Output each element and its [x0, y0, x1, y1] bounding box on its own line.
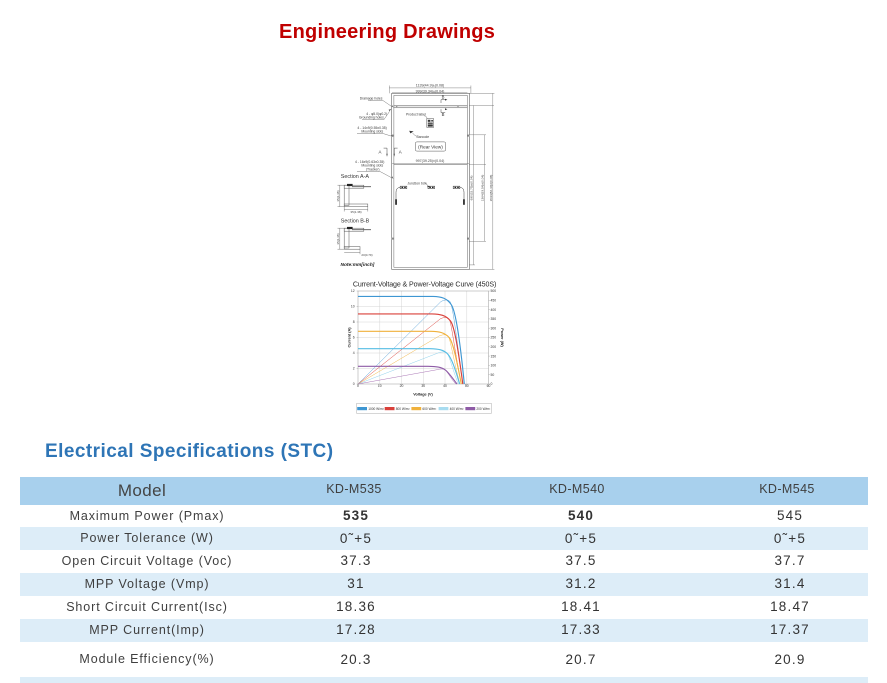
- svg-text:1000 W/m²: 1000 W/m²: [368, 407, 384, 411]
- svg-text:0: 0: [353, 382, 355, 386]
- svg-text:Note:mm[inch]: Note:mm[inch]: [341, 262, 375, 268]
- svg-text:A: A: [379, 149, 382, 154]
- svg-text:2: 2: [353, 367, 355, 371]
- svg-text:B: B: [442, 94, 445, 99]
- svg-text:6: 6: [353, 336, 355, 340]
- svg-text:35(1.38): 35(1.38): [350, 210, 361, 214]
- svg-text:150: 150: [491, 354, 497, 358]
- svg-text:200 W/m²: 200 W/m²: [476, 407, 490, 411]
- svg-text:400: 400: [491, 308, 497, 312]
- svg-text:100: 100: [491, 364, 497, 368]
- svg-text:A: A: [399, 149, 402, 154]
- svg-text:300: 300: [491, 326, 497, 330]
- svg-text:800 W/m²: 800 W/m²: [396, 407, 410, 411]
- svg-text:250: 250: [491, 336, 497, 340]
- svg-text:1364(53.54)±(0.04): 1364(53.54)±(0.04): [481, 175, 485, 201]
- svg-text:Mounting slots: Mounting slots: [361, 164, 383, 168]
- svg-text:Current-Voltage & Power-Voltag: Current-Voltage & Power-Voltage Curve (4…: [353, 281, 496, 289]
- svg-text:Mounting slots: Mounting slots: [361, 130, 383, 134]
- svg-text:2094(82.44)±(0.08): 2094(82.44)±(0.08): [489, 175, 493, 201]
- svg-text:Grounding holes: Grounding holes: [359, 116, 384, 120]
- svg-text:40: 40: [443, 384, 447, 388]
- svg-text:Current (A): Current (A): [348, 327, 352, 348]
- svg-text:500: 500: [491, 289, 497, 293]
- svg-text:Voltage (V): Voltage (V): [413, 393, 433, 397]
- svg-text:Barcode: Barcode: [417, 135, 430, 139]
- svg-text:450: 450: [491, 299, 497, 303]
- svg-text:400 W/m²: 400 W/m²: [450, 407, 464, 411]
- svg-text:600 W/m²: 600 W/m²: [422, 407, 436, 411]
- svg-text:Section A-A: Section A-A: [341, 174, 370, 180]
- svg-text:997(39.25)±(0.04): 997(39.25)±(0.04): [416, 159, 445, 163]
- svg-text:350: 350: [491, 317, 497, 321]
- svg-text:20(0.79): 20(0.79): [361, 253, 372, 257]
- svg-text:Junction box: Junction box: [407, 181, 426, 185]
- svg-text:Product label: Product label: [406, 112, 426, 116]
- svg-text:4 - 16x9(0.63x0.35): 4 - 16x9(0.63x0.35): [355, 160, 384, 164]
- svg-text:12: 12: [351, 289, 355, 293]
- svg-text:Drainage holes: Drainage holes: [360, 96, 383, 100]
- svg-text:Power (W): Power (W): [500, 328, 504, 347]
- svg-text:0: 0: [491, 382, 493, 386]
- svg-text:35(1.38): 35(1.38): [336, 190, 340, 201]
- svg-text:B: B: [442, 112, 445, 117]
- svg-text:4 - 14x9(0.55x0.35): 4 - 14x9(0.55x0.35): [357, 126, 386, 130]
- svg-text:200: 200: [491, 345, 497, 349]
- svg-text:999(39.34)±(0.04): 999(39.34)±(0.04): [416, 90, 445, 94]
- svg-text:1139(44.9)±(0.08): 1139(44.9)±(0.08): [416, 84, 444, 88]
- svg-text:0: 0: [357, 384, 359, 388]
- svg-text:4: 4: [353, 351, 355, 355]
- svg-text:(Tracker): (Tracker): [366, 167, 380, 171]
- svg-text:(Rear View): (Rear View): [418, 145, 443, 150]
- svg-text:10: 10: [351, 305, 355, 309]
- svg-text:60: 60: [487, 384, 491, 388]
- svg-text:Section B-B: Section B-B: [341, 219, 370, 225]
- svg-text:35(1.38): 35(1.38): [336, 233, 340, 244]
- svg-text:20: 20: [400, 384, 404, 388]
- svg-text:4 - φ5.0(φ0.2): 4 - φ5.0(φ0.2): [366, 112, 387, 116]
- svg-text:10: 10: [378, 384, 382, 388]
- svg-text:50: 50: [491, 373, 495, 377]
- svg-text:690(15.75)±(0.04): 690(15.75)±(0.04): [470, 176, 474, 201]
- svg-text:30: 30: [421, 384, 425, 388]
- svg-text:8: 8: [353, 320, 355, 324]
- svg-text:50: 50: [465, 384, 469, 388]
